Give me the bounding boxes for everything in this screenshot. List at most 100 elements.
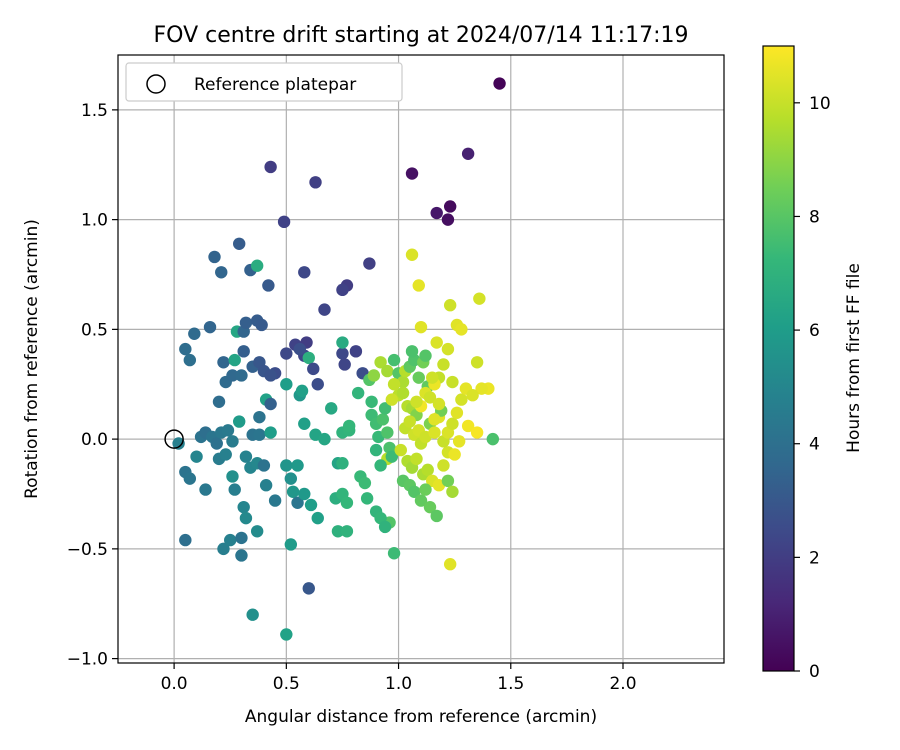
data-point <box>226 435 239 448</box>
data-point <box>385 393 399 406</box>
data-point <box>410 452 423 466</box>
data-point <box>378 402 392 415</box>
legend-box <box>125 62 403 102</box>
data-point <box>311 511 324 525</box>
colorbar-tick-label: 0 <box>809 662 820 682</box>
data-point <box>374 459 387 472</box>
data-point <box>493 77 506 90</box>
data-point <box>307 362 320 376</box>
data-point <box>221 424 235 437</box>
data-point <box>284 538 298 551</box>
data-point <box>217 356 230 369</box>
data-point <box>381 364 394 378</box>
data-point <box>284 472 298 485</box>
data-point <box>419 483 432 496</box>
data-point <box>403 415 416 428</box>
data-point <box>255 318 268 332</box>
data-point <box>280 378 293 391</box>
data-point <box>224 533 237 547</box>
data-point <box>264 160 277 174</box>
data-point <box>473 292 486 305</box>
data-point <box>430 509 443 523</box>
data-point <box>443 299 457 312</box>
data-point <box>233 237 246 250</box>
data-point <box>358 476 372 490</box>
data-point <box>172 437 185 450</box>
data-point <box>430 336 443 349</box>
plot-frame <box>117 54 725 664</box>
data-point <box>340 496 354 509</box>
data-point <box>446 485 459 498</box>
data-point <box>212 395 226 409</box>
data-point <box>259 479 273 492</box>
colorbar-tick-label: 2 <box>809 548 820 568</box>
data-point <box>414 320 428 334</box>
colorbar-label: Hours from first FF file <box>844 263 864 453</box>
data-point <box>268 494 282 507</box>
data-point <box>291 496 304 509</box>
data-point <box>318 432 331 446</box>
data-point <box>441 213 455 226</box>
data-point <box>405 167 419 180</box>
data-point <box>470 426 484 439</box>
data-point <box>437 358 450 371</box>
colorbar: 0 2 4 6 8 10 Hours from first FF file <box>762 45 864 682</box>
y-tick-label: −0.5 <box>67 540 108 560</box>
data-point <box>405 248 419 261</box>
data-point <box>336 283 349 297</box>
data-point <box>309 176 322 189</box>
data-point <box>421 463 434 477</box>
data-point <box>331 525 345 538</box>
data-point <box>264 369 277 382</box>
data-point <box>412 371 425 384</box>
data-point <box>419 349 432 362</box>
data-point <box>374 356 387 369</box>
data-point <box>408 485 421 498</box>
y-tick-label: −1.0 <box>67 650 108 670</box>
y-tick-label: 0.5 <box>81 320 108 340</box>
y-axis-label: Rotation from reference (arcmin) <box>22 219 42 499</box>
chart-title: FOV centre drift starting at 2024/07/14 … <box>154 23 689 48</box>
data-point <box>239 450 253 463</box>
data-point <box>410 395 423 409</box>
x-tick-label: 1.0 <box>385 674 412 694</box>
data-point <box>280 459 293 472</box>
colorbar-ticks: 0 2 4 6 8 10 <box>794 94 831 682</box>
colorbar-gradient <box>762 45 795 672</box>
data-point <box>188 327 201 340</box>
data-point <box>304 498 318 512</box>
data-point <box>298 266 311 279</box>
data-point <box>203 320 217 334</box>
data-point <box>217 542 230 556</box>
data-point <box>298 487 311 501</box>
data-point <box>183 353 197 367</box>
data-point <box>443 558 457 571</box>
data-point <box>291 459 304 472</box>
data-point <box>233 415 246 428</box>
y-tick-label: 1.5 <box>81 101 108 121</box>
x-axis-ticks: 0.0 0.5 1.0 1.5 2.0 <box>161 663 637 694</box>
data-point <box>253 428 266 441</box>
data-point <box>325 402 338 415</box>
data-point <box>385 450 399 463</box>
data-point <box>336 336 349 349</box>
data-point <box>387 353 401 367</box>
data-point <box>264 397 277 411</box>
data-point <box>183 472 197 485</box>
data-point <box>448 448 461 461</box>
data-point <box>226 470 239 483</box>
data-point <box>428 426 441 439</box>
data-point <box>199 483 212 496</box>
data-point <box>405 345 419 358</box>
data-point <box>452 435 466 448</box>
data-point <box>486 432 500 446</box>
data-point <box>210 437 223 450</box>
data-point <box>360 492 374 505</box>
data-point <box>378 520 392 534</box>
data-point <box>237 500 250 514</box>
data-point <box>387 378 401 391</box>
data-point <box>367 369 381 382</box>
data-point <box>298 417 311 430</box>
data-point <box>455 323 468 336</box>
data-point <box>365 395 378 409</box>
